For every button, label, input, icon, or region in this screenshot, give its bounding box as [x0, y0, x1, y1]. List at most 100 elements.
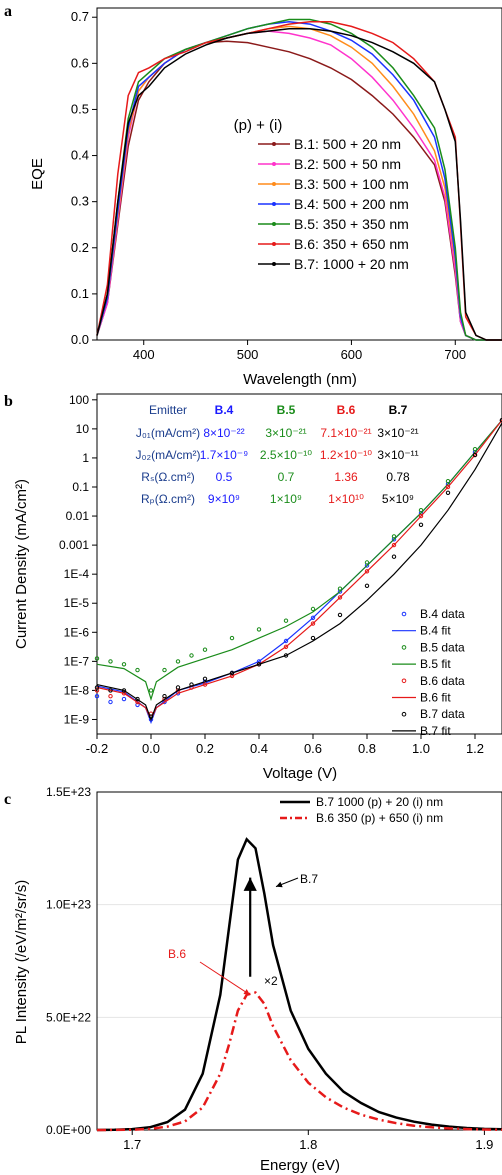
jv-chart: b -0.2 0.0 0.2 0.4 0.6 0.8 1.0 1.2 1E-9 1E-8 1E-7 1… — [4, 393, 502, 782]
jv-data-point — [162, 694, 167, 699]
jv-data-point — [364, 560, 370, 565]
jv-x-tick-label: 0.4 — [250, 741, 268, 756]
emitter-table-cell: 3×10⁻²¹ — [265, 426, 306, 440]
jv-data-point — [121, 696, 127, 702]
emitter-table-cell: 3×10⁻¹¹ — [377, 448, 418, 462]
jv-data-point — [391, 554, 397, 559]
emitter-table-header-label: Emitter — [149, 403, 187, 417]
panel-letter-b: b — [4, 393, 13, 410]
jv-x-tick-label: 0.2 — [196, 741, 214, 756]
eqe-y-tick-label: 0.3 — [71, 194, 89, 209]
jv-data-point — [283, 618, 289, 623]
emitter-table-cell: 1.2×10⁻¹⁰ — [320, 448, 372, 462]
jv-data-point — [94, 685, 100, 690]
jv-data-point — [472, 452, 478, 458]
jv-data-point — [148, 688, 154, 693]
eqe-legend-marker — [272, 182, 276, 186]
emitter-table-cell: 1.36 — [334, 470, 358, 484]
jv-x-tick-label: 0.0 — [142, 741, 160, 756]
pl-x-tick-label: 1.9 — [475, 1137, 493, 1152]
pl-b7-arrow — [275, 877, 299, 888]
pl-x-tick-label: 1.8 — [299, 1137, 317, 1152]
jv-x-tick-label: 0.6 — [304, 741, 322, 756]
pl-chart: c 1.7 1.8 1.90.0E+005.0E+221.0E+231.5E+23 … — [4, 786, 502, 1174]
jv-x-axis-label: Voltage (V) — [263, 765, 337, 782]
jv-data-point — [135, 702, 140, 708]
jv-data-point — [418, 513, 424, 519]
eqe-x-tick-label: 400 — [133, 347, 155, 362]
eqe-legend: B.1: 500 + 20 nm B.2: 500 + 50 nm B.3: 500… — [258, 136, 409, 272]
pl-legend-label: B.7 1000 (p) + 20 (i) nm — [316, 795, 443, 809]
emitter-table-header-col: B.7 — [389, 403, 408, 417]
jv-data-point — [391, 534, 397, 539]
jv-data-point — [418, 508, 424, 513]
pl-legend-label: B.6 350 (p) + 650 (i) nm — [316, 811, 443, 825]
emitter-table-cell: 1.7×10⁻⁹ — [200, 448, 249, 462]
eqe-x-axis-label: Wavelength (nm) — [243, 371, 357, 388]
jv-y-tick-label: 1E-5 — [64, 596, 90, 610]
jv-data-point — [162, 696, 167, 702]
emitter-table-row-label: Rₛ(Ω.cm²) — [141, 470, 194, 484]
eqe-y-axis-label: EQE — [29, 158, 46, 190]
eqe-legend-marker — [272, 202, 276, 206]
eqe-x-tick-label: 500 — [237, 347, 259, 362]
jv-y-tick-label: 1E-6 — [64, 625, 90, 639]
jv-data-point — [108, 699, 113, 705]
emitter-table-cell: 0.78 — [386, 470, 410, 484]
emitter-table-header-col: B.6 — [337, 403, 356, 417]
emitter-table-cell: 0.5 — [216, 470, 233, 484]
jv-data-point — [391, 537, 397, 542]
jv-data-point — [202, 676, 208, 681]
jv-data-point — [310, 621, 316, 626]
jv-data-point — [94, 688, 100, 693]
jv-legend-label: B.4 data — [420, 607, 465, 621]
emitter-table-cell: 7.1×10⁻²¹ — [320, 426, 371, 440]
jv-data-point — [391, 542, 397, 548]
jv-data-point — [256, 627, 262, 632]
jv-x-tick-label: 1.2 — [466, 741, 484, 756]
emitter-table-row-label: J₀₂(mA/cm²) — [136, 448, 201, 462]
eqe-y-tick-label: 0.4 — [71, 148, 89, 163]
jv-data-point — [108, 688, 113, 693]
jv-y-tick-label: 1E-7 — [64, 654, 90, 668]
jv-plot-frame — [96, 393, 502, 735]
jv-data-point — [364, 583, 370, 589]
eqe-legend-label: B.4: 500 + 200 nm — [294, 196, 409, 212]
pl-plot-frame — [96, 791, 502, 1131]
jv-data-point — [310, 615, 316, 621]
jv-y-tick-label: 1E-4 — [64, 567, 90, 581]
jv-data-point — [175, 659, 181, 664]
jv-legend-label: B.7 data — [420, 707, 465, 721]
pl-annotation-b6: B.6 — [168, 947, 186, 961]
jv-data-point — [108, 694, 113, 699]
pl-y-tick-label: 1.5E+23 — [46, 786, 91, 799]
emitter-parameter-table: Emitter B.4 B.5 B.6 B.7 J₀₁(mA/cm²) 8×10⁻²² 3×1… — [136, 403, 419, 506]
jv-legend-swatch-dot — [401, 611, 407, 617]
pl-y-axis-label: PL Intensity (/eV/m²/sr/s) — [13, 880, 30, 1044]
jv-data-point — [310, 606, 316, 612]
jv-legend-swatch-dot — [401, 711, 407, 717]
eqe-x-tick-label: 700 — [444, 347, 466, 362]
jv-legend: B.4 data B.4 fit B.5 data B.5 fit B.6 data B.… — [392, 607, 465, 738]
eqe-y-tick-label: 0.5 — [71, 101, 89, 116]
eqe-legend-marker — [272, 222, 276, 226]
eqe-legend-marker — [272, 142, 276, 146]
jv-legend-label: B.6 data — [420, 674, 465, 688]
emitter-table-row-label: Rₚ(Ω.cm²) — [141, 492, 195, 506]
pl-series-line-1 — [96, 837, 502, 1132]
pl-annotation-b7: B.7 — [300, 872, 318, 886]
pl-series-line-2 — [96, 991, 502, 1132]
eqe-legend-label: B.1: 500 + 20 nm — [294, 136, 401, 152]
panel-b-jv: b -0.2 0.0 0.2 0.4 0.6 0.8 1.0 1.2 1E-9 1E-8 1E-7 1… — [0, 388, 502, 786]
jv-y-tick-label: 1E-8 — [64, 683, 90, 697]
eqe-legend-label: B.3: 500 + 100 nm — [294, 176, 409, 192]
jv-legend-swatch-dot — [401, 678, 407, 684]
eqe-plot-frame — [96, 7, 502, 341]
jv-data-point — [94, 694, 100, 699]
eqe-chart: a 400 500 600 700 0.0 0.1 0.2 0.3 0.4 0.5 0.6 0.7 W… — [4, 3, 502, 388]
jv-data-point — [135, 667, 140, 673]
jv-data-point — [418, 522, 424, 528]
eqe-legend-marker — [272, 162, 276, 166]
pl-x-axis-label: Energy (eV) — [260, 1157, 340, 1174]
pl-y-tick-label: 0.0E+00 — [46, 1123, 91, 1137]
